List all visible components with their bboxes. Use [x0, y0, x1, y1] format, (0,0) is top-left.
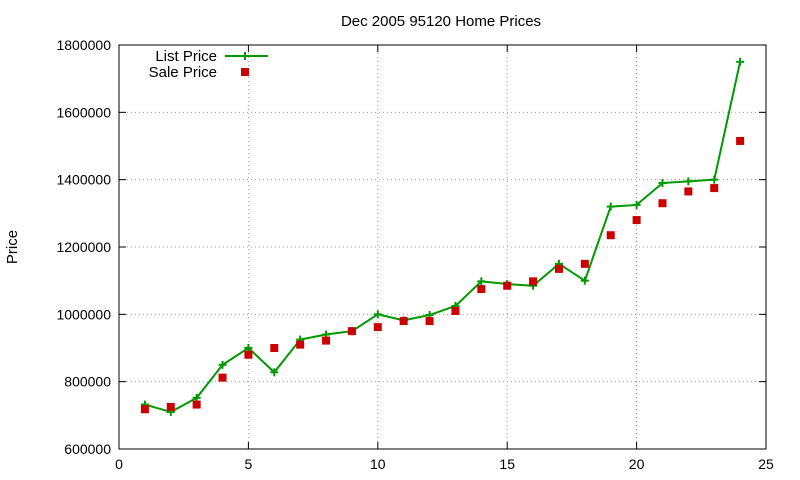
sale-price-point	[477, 285, 486, 294]
list-price-point	[218, 360, 227, 369]
sale-price-point	[710, 184, 719, 193]
sale-price-point	[218, 373, 227, 382]
sale-price-point	[632, 216, 641, 225]
legend-square-marker	[241, 68, 249, 76]
y-tick-label: 800000	[64, 374, 111, 390]
legend-label: Sale Price	[149, 64, 217, 81]
x-tick-label: 10	[370, 456, 386, 472]
list-price-point	[710, 175, 719, 184]
chart-title: Dec 2005 95120 Home Prices	[341, 13, 541, 30]
list-price-point	[736, 57, 745, 66]
sale-price-point	[244, 350, 253, 359]
legend-label: List Price	[155, 48, 217, 65]
y-tick-label: 1200000	[56, 239, 111, 255]
sale-price-point	[658, 199, 667, 208]
list-price-point	[658, 179, 667, 188]
sale-price-point	[270, 344, 279, 352]
list-price-point	[684, 177, 693, 186]
sale-price-point	[399, 317, 408, 326]
sale-price-point	[166, 402, 175, 411]
y-tick-label: 1800000	[56, 37, 111, 53]
sale-price-point	[296, 340, 305, 349]
plot-frame	[118, 44, 767, 450]
list-price-point	[244, 344, 253, 352]
sale-price-point	[529, 277, 538, 286]
sale-price-point	[503, 281, 512, 290]
sale-price-point	[140, 405, 149, 414]
list-price-line	[144, 61, 742, 413]
sale-price-point	[736, 136, 745, 145]
sale-price-point	[192, 400, 201, 409]
list-price-point	[270, 368, 279, 377]
list-price-point	[477, 277, 486, 286]
series-list-price	[140, 57, 745, 416]
sale-price-point	[322, 336, 331, 345]
sale-price-point	[606, 231, 615, 240]
y-tick-label: 1400000	[56, 172, 111, 188]
legend-cross-marker	[241, 52, 249, 60]
list-price-point	[580, 276, 589, 285]
y-tick-label: 1600000	[56, 104, 111, 120]
x-tick-label: 20	[629, 456, 645, 472]
y-axis-label: Price	[4, 230, 21, 264]
list-price-point	[606, 202, 615, 211]
sale-price-point	[451, 306, 460, 315]
x-tick-label: 25	[758, 456, 774, 472]
list-price-point	[632, 200, 641, 209]
series-sale-price	[140, 136, 745, 414]
list-price-point	[373, 310, 382, 319]
grid	[119, 45, 766, 449]
sale-price-point	[580, 259, 589, 268]
y-tick-label: 1000000	[56, 306, 111, 322]
sale-price-point	[554, 264, 563, 273]
axes: 0 5 10 15 20 25 600000 800000 1000000 1200000 1400…	[56, 37, 774, 472]
sale-price-point	[373, 323, 382, 332]
list-price-point	[192, 393, 201, 402]
sale-price-point	[425, 317, 434, 326]
sale-price-point	[684, 187, 693, 196]
y-tick-label: 600000	[64, 441, 111, 457]
series-layer	[140, 57, 745, 416]
sale-price-point	[347, 327, 356, 336]
x-tick-label: 5	[245, 456, 253, 472]
x-tick-label: 15	[499, 456, 515, 472]
x-tick-label: 0	[115, 456, 123, 472]
